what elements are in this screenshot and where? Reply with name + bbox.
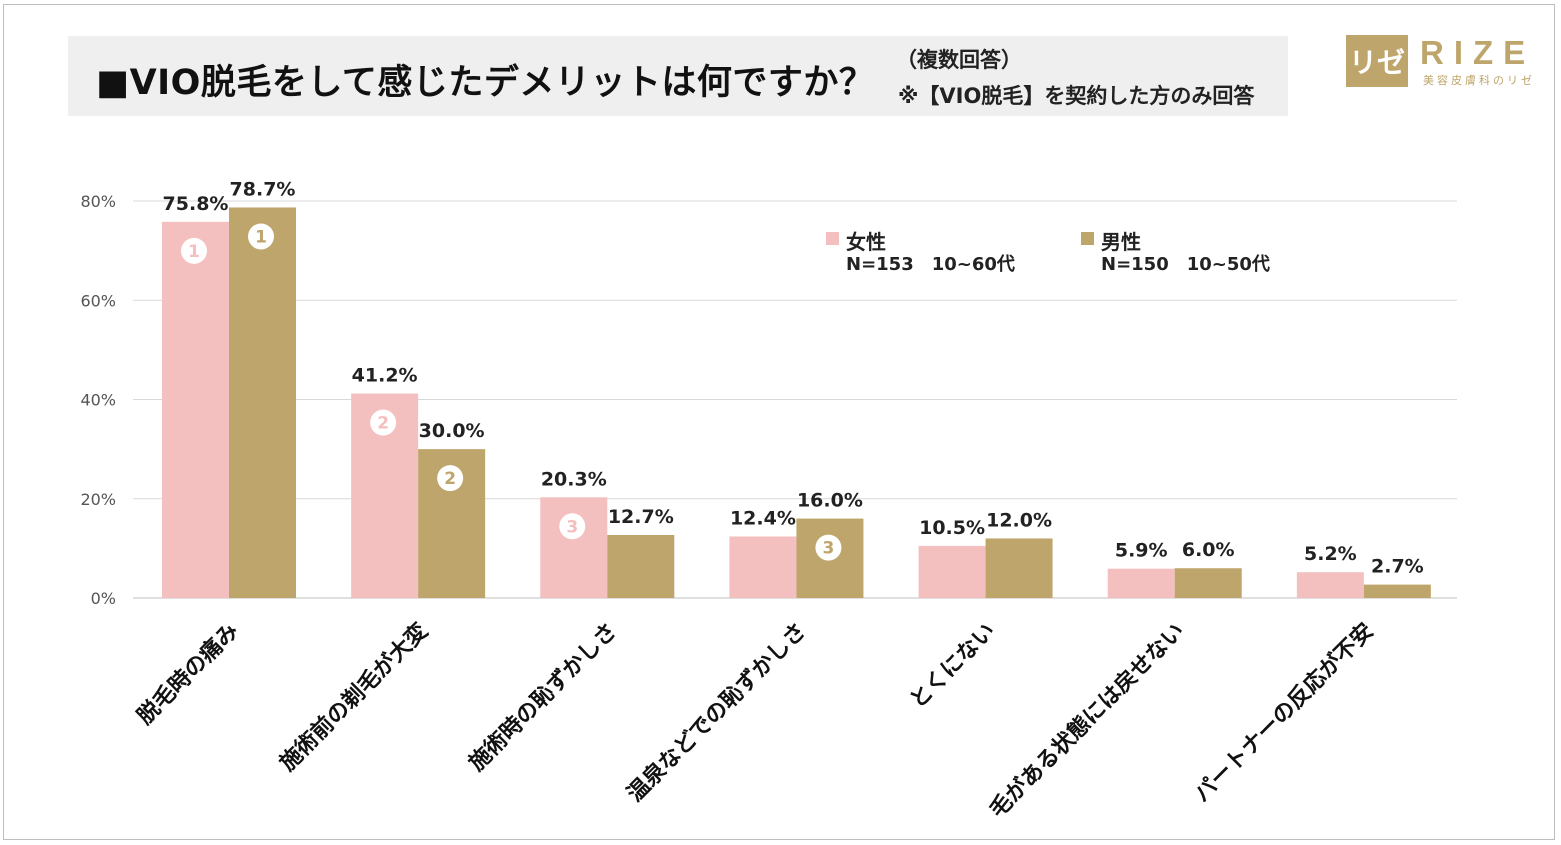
data-label: 10.5% [919, 517, 985, 539]
x-category-label: 施術時の恥ずかしさ [464, 618, 622, 776]
x-category-label: とくにない [905, 619, 1000, 714]
x-category-label: 施術前の剃毛が大変 [275, 618, 433, 776]
multi-answer-note: （複数回答） [896, 48, 1022, 72]
bar-female [1107, 568, 1175, 598]
bar-male [985, 538, 1053, 598]
x-category-label: 脱毛時の痛み [132, 618, 244, 730]
data-label: 41.2% [352, 365, 418, 387]
bar-male [1363, 584, 1431, 598]
legend-desc-male: N=150 10~50代 [1101, 254, 1270, 275]
brand-logo-tagline: 美容皮膚科のリゼ [1423, 74, 1535, 87]
data-label: 12.7% [608, 506, 674, 528]
chart-title: ■VIO脱毛をして感じたデメリットは何ですか？ [96, 63, 875, 103]
bar-female [1296, 572, 1364, 598]
data-label: 78.7% [230, 178, 296, 200]
y-tick-label: 20% [80, 490, 116, 509]
chart-frame [3, 4, 1555, 840]
rank-number: 1 [188, 242, 200, 262]
data-label: 6.0% [1182, 539, 1235, 561]
data-label: 12.4% [730, 507, 796, 529]
bar-female [162, 221, 229, 598]
rank-number: 3 [823, 539, 835, 559]
rank-badge [559, 513, 586, 540]
bar-male [229, 207, 296, 599]
legend-label-female: 女性 [846, 230, 886, 254]
x-category-label: パートナーの反応が不安 [1189, 618, 1379, 808]
x-category-label: 温泉などでの恥ずかしさ [622, 618, 811, 807]
brand-logo-name: RIZE [1420, 34, 1536, 71]
legend-label-male: 男性 [1101, 230, 1141, 254]
y-tick-label: 40% [80, 391, 116, 410]
rank-badge [815, 534, 842, 561]
title-box: ■VIO脱毛をして感じたデメリットは何ですか？ （複数回答） ※【VIO脱毛】を… [68, 36, 1288, 116]
data-label: 75.8% [163, 193, 229, 215]
y-tick-label: 80% [80, 192, 116, 211]
x-category-label: 毛がある状態には戻せない [984, 618, 1189, 823]
rank-badge [181, 237, 207, 264]
data-label: 20.3% [541, 468, 607, 490]
bar-female [918, 545, 986, 598]
brand-logo-mark: リゼ [1346, 35, 1408, 87]
scope-note: ※【VIO脱毛】を契約した方のみ回答 [898, 84, 1255, 108]
data-label: 16.0% [797, 490, 863, 512]
rank-badge [248, 223, 274, 250]
rank-badge [370, 409, 397, 436]
bar-male [1174, 568, 1242, 598]
rank-number: 3 [566, 517, 578, 537]
rank-number: 2 [377, 414, 389, 434]
legend-desc-female: N=153 10~60代 [846, 254, 1015, 275]
data-label: 30.0% [419, 420, 485, 442]
rank-number: 1 [255, 227, 267, 247]
data-label: 5.9% [1115, 540, 1168, 562]
bar-male [607, 534, 675, 598]
data-label: 2.7% [1371, 556, 1424, 578]
rank-badge [437, 465, 464, 492]
bar-female [540, 497, 608, 598]
legend-swatch-female [826, 232, 839, 245]
y-tick-label: 60% [80, 291, 116, 310]
legend-swatch-male [1081, 232, 1094, 245]
rank-number: 2 [444, 469, 456, 489]
data-label: 12.0% [986, 509, 1052, 531]
bar-female [729, 536, 797, 598]
y-tick-label: 0% [91, 589, 116, 608]
data-label: 5.2% [1304, 543, 1357, 565]
